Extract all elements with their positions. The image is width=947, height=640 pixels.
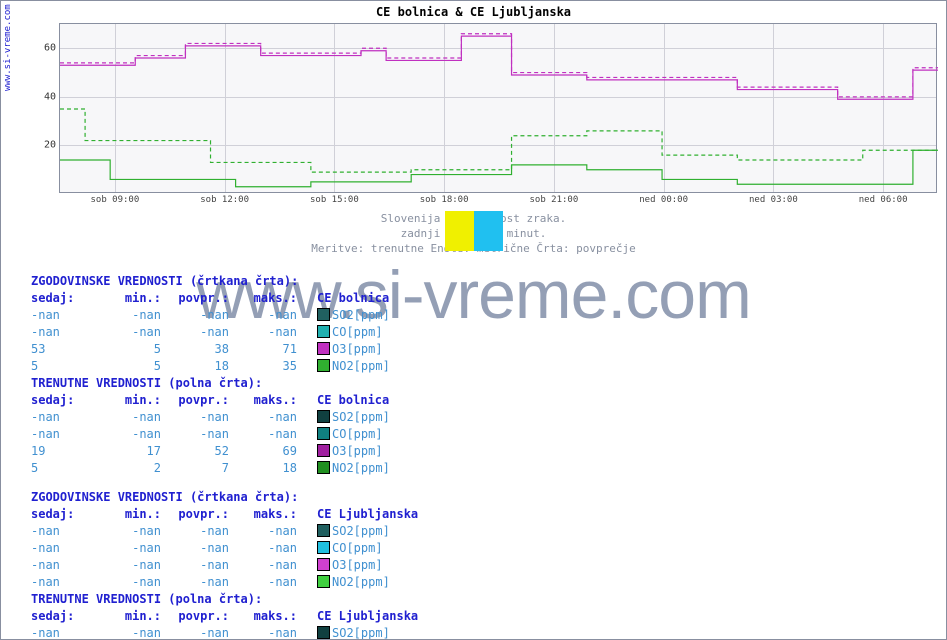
plot-area: 204060sob 09:00sob 12:00sob 15:00sob 18:… xyxy=(59,23,937,193)
chart-title: CE bolnica & CE Ljubljanska xyxy=(1,1,946,19)
series-o3-curr xyxy=(60,36,938,99)
caption-line-3: Meritve: trenutne Enote: metrične Črta: … xyxy=(1,241,946,256)
legend-title: CE bolnica xyxy=(317,392,547,409)
table-row: -nan-nan-nan-nanSO2[ppm] xyxy=(31,625,547,640)
table-row: -nan-nan-nan-nanCO[ppm] xyxy=(31,324,547,341)
legend-label: O3[ppm] xyxy=(332,444,383,458)
legend-item: O3[ppm] xyxy=(317,341,547,358)
y-tick-label: 60 xyxy=(44,43,60,54)
legend-label: SO2[ppm] xyxy=(332,410,390,424)
legend-item: CO[ppm] xyxy=(317,324,547,341)
caption-line-1: Slovenija :: kakovost zraka. xyxy=(1,211,946,226)
legend-item: SO2[ppm] xyxy=(317,523,547,540)
legend-title: CE Ljubljanska xyxy=(317,608,547,625)
legend-swatch xyxy=(317,558,330,571)
table-row: -nan-nan-nan-nanSO2[ppm] xyxy=(31,523,547,540)
legend-label: O3[ppm] xyxy=(332,558,383,572)
legend-item: O3[ppm] xyxy=(317,557,547,574)
legend-item: NO2[ppm] xyxy=(317,460,547,477)
table-header-row: sedaj:min.:povpr.:maks.:CE Ljubljanska xyxy=(31,506,547,523)
series-svg xyxy=(60,24,938,194)
table-row: 19175269O3[ppm] xyxy=(31,443,547,460)
legend-swatch xyxy=(317,427,330,440)
table-row: 52718NO2[ppm] xyxy=(31,460,547,477)
legend-label: O3[ppm] xyxy=(332,342,383,356)
table-row: 551835NO2[ppm] xyxy=(31,358,547,375)
chart-caption: Slovenija :: kakovost zraka. zadnji dan … xyxy=(1,211,946,256)
legend-label: SO2[ppm] xyxy=(332,626,390,640)
logo-right xyxy=(474,211,503,251)
series-no2-curr xyxy=(60,150,938,186)
table-row: -nan-nan-nan-nanNO2[ppm] xyxy=(31,574,547,591)
legend-item: O3[ppm] xyxy=(317,443,547,460)
series-o3-hist xyxy=(60,34,938,97)
table-row: -nan-nan-nan-nanSO2[ppm] xyxy=(31,307,547,324)
table-header-row: sedaj:min.:povpr.:maks.:CE Ljubljanska xyxy=(31,608,547,625)
legend-label: NO2[ppm] xyxy=(332,575,390,589)
legend-swatch xyxy=(317,461,330,474)
y-axis-label: www.si-vreme.com xyxy=(3,4,13,91)
table-row: -nan-nan-nan-nanCO[ppm] xyxy=(31,426,547,443)
legend-swatch xyxy=(317,325,330,338)
caption-line-2: zadnji dan / 30 minut. xyxy=(1,226,946,241)
legend-swatch xyxy=(317,444,330,457)
legend-item: CO[ppm] xyxy=(317,426,547,443)
table-title: ZGODOVINSKE VREDNOSTI (črtkana črta): xyxy=(31,489,547,506)
series-no2-hist xyxy=(60,109,938,172)
legend-title: CE bolnica xyxy=(317,290,547,307)
logo-left xyxy=(445,211,474,251)
legend-label: NO2[ppm] xyxy=(332,359,390,373)
legend-swatch xyxy=(317,359,330,372)
legend-item: CO[ppm] xyxy=(317,540,547,557)
table-row: -nan-nan-nan-nanO3[ppm] xyxy=(31,557,547,574)
legend-label: CO[ppm] xyxy=(332,427,383,441)
legend-item: SO2[ppm] xyxy=(317,409,547,426)
logo-icon xyxy=(445,211,503,251)
legend-swatch xyxy=(317,524,330,537)
table-title: ZGODOVINSKE VREDNOSTI (črtkana črta): xyxy=(31,273,547,290)
legend-swatch xyxy=(317,410,330,423)
legend-label: NO2[ppm] xyxy=(332,461,390,475)
table-title: TRENUTNE VREDNOSTI (polna črta): xyxy=(31,591,547,608)
legend-item: NO2[ppm] xyxy=(317,358,547,375)
legend-title: CE Ljubljanska xyxy=(317,506,547,523)
legend-label: CO[ppm] xyxy=(332,541,383,555)
legend-label: SO2[ppm] xyxy=(332,308,390,322)
legend-item: SO2[ppm] xyxy=(317,307,547,324)
legend-swatch xyxy=(317,575,330,588)
table-row: -nan-nan-nan-nanSO2[ppm] xyxy=(31,409,547,426)
legend-item: NO2[ppm] xyxy=(317,574,547,591)
legend-swatch xyxy=(317,342,330,355)
data-tables: ZGODOVINSKE VREDNOSTI (črtkana črta):sed… xyxy=(31,273,547,640)
y-tick-label: 40 xyxy=(44,91,60,102)
legend-swatch xyxy=(317,541,330,554)
legend-swatch xyxy=(317,626,330,639)
legend-item: SO2[ppm] xyxy=(317,625,547,640)
table-header-row: sedaj:min.:povpr.:maks.:CE bolnica xyxy=(31,290,547,307)
legend-label: SO2[ppm] xyxy=(332,524,390,538)
graph-frame: CE bolnica & CE Ljubljanska www.si-vreme… xyxy=(0,0,947,640)
legend-swatch xyxy=(317,308,330,321)
table-row: 5353871O3[ppm] xyxy=(31,341,547,358)
table-row: -nan-nan-nan-nanCO[ppm] xyxy=(31,540,547,557)
table-header-row: sedaj:min.:povpr.:maks.:CE bolnica xyxy=(31,392,547,409)
legend-label: CO[ppm] xyxy=(332,325,383,339)
table-title: TRENUTNE VREDNOSTI (polna črta): xyxy=(31,375,547,392)
y-tick-label: 20 xyxy=(44,140,60,151)
